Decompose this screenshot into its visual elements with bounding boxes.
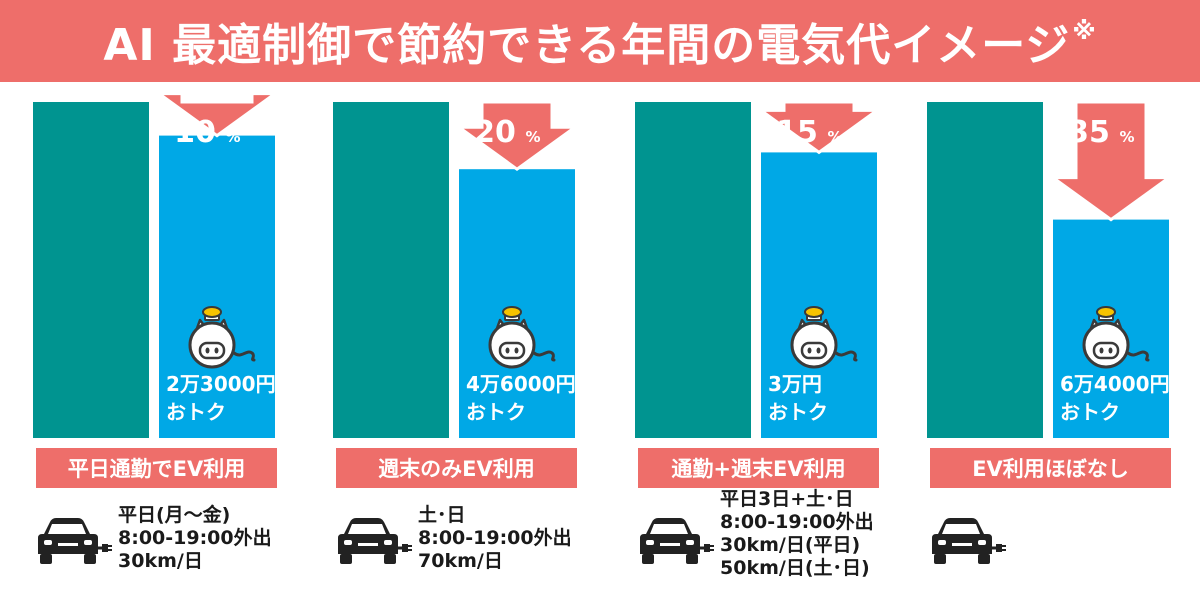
condition-line: 8:00-19:00外出 xyxy=(418,527,572,549)
scenario-label: 通勤+週末EV利用 xyxy=(638,448,879,488)
condition-line: 30km/日 xyxy=(118,550,203,572)
savings-amount-label: 3万円 xyxy=(768,372,822,396)
savings-amount-label: 6万4000円 xyxy=(1060,372,1170,396)
condition-line: 70km/日 xyxy=(418,550,503,572)
savings-amount-label: 2万3000円 xyxy=(166,372,276,396)
title-banner: AI 最適制御で節約できる年間の電気代イメージ ※ xyxy=(0,0,1200,82)
baseline-bar xyxy=(33,102,149,438)
reduction-percent-label: 10 xyxy=(174,115,216,150)
car-charging-plug-icon xyxy=(930,516,1006,566)
reduction-arrow xyxy=(756,100,882,155)
car-charging-plug-icon xyxy=(36,516,112,566)
savings-suffix-label: おトク xyxy=(166,400,226,424)
title-footnote-mark: ※ xyxy=(1072,17,1097,45)
percent-unit-label: % xyxy=(1119,128,1134,146)
percent-unit-label: % xyxy=(225,128,240,146)
car-charging-plug-icon xyxy=(336,516,412,566)
savings-amount-label: 4万6000円 xyxy=(466,372,576,396)
reduction-arrow xyxy=(454,100,580,172)
condition-line: 平日3日+土･日 xyxy=(720,488,854,510)
usage-conditions: 平日3日+土･日 8:00-19:00外出 30km/日(平日) 50km/日(土･日… xyxy=(720,488,874,580)
savings-suffix-label: おトク xyxy=(1060,400,1120,424)
ai-optimized-bar xyxy=(459,169,575,438)
savings-suffix-label: おトク xyxy=(466,400,526,424)
piggy-bank-coin-icon xyxy=(790,306,858,369)
percent-unit-label: % xyxy=(525,128,540,146)
usage-conditions: 土･日 8:00-19:00外出 70km/日 xyxy=(418,504,572,573)
reduction-percent-label: 35 xyxy=(1068,115,1110,150)
car-charging-plug-icon xyxy=(638,516,714,566)
usage-conditions: 平日(月～金) 8:00-19:00外出 30km/日 xyxy=(118,504,272,573)
scenario-label: 平日通勤でEV利用 xyxy=(36,448,277,488)
condition-line: 8:00-19:00外出 xyxy=(720,511,874,533)
ai-optimized-bar xyxy=(761,152,877,438)
piggy-bank-coin-icon xyxy=(1082,306,1150,369)
condition-line: 30km/日(平日) xyxy=(720,534,861,556)
baseline-bar xyxy=(635,102,751,438)
condition-line: 土･日 xyxy=(418,504,466,526)
condition-line: 50km/日(土･日) xyxy=(720,557,870,579)
chart-title: AI 最適制御で節約できる年間の電気代イメージ xyxy=(103,20,1071,71)
baseline-bar xyxy=(333,102,449,438)
baseline-bar xyxy=(927,102,1043,438)
condition-line: 平日(月～金) xyxy=(118,504,231,526)
reduction-percent-label: 15 xyxy=(776,115,818,150)
scenario-label: 週末のみEV利用 xyxy=(336,448,577,488)
condition-line: 8:00-19:00外出 xyxy=(118,527,272,549)
piggy-bank-coin-icon xyxy=(488,306,556,369)
ai-optimized-bar xyxy=(159,135,275,438)
percent-unit-label: % xyxy=(827,128,842,146)
piggy-bank-coin-icon xyxy=(188,306,256,369)
savings-suffix-label: おトク xyxy=(768,400,828,424)
reduction-arrow xyxy=(1048,100,1174,222)
reduction-percent-label: 20 xyxy=(474,115,516,150)
scenario-label: EV利用ほぼなし xyxy=(930,448,1171,488)
reduction-arrow xyxy=(154,92,280,138)
